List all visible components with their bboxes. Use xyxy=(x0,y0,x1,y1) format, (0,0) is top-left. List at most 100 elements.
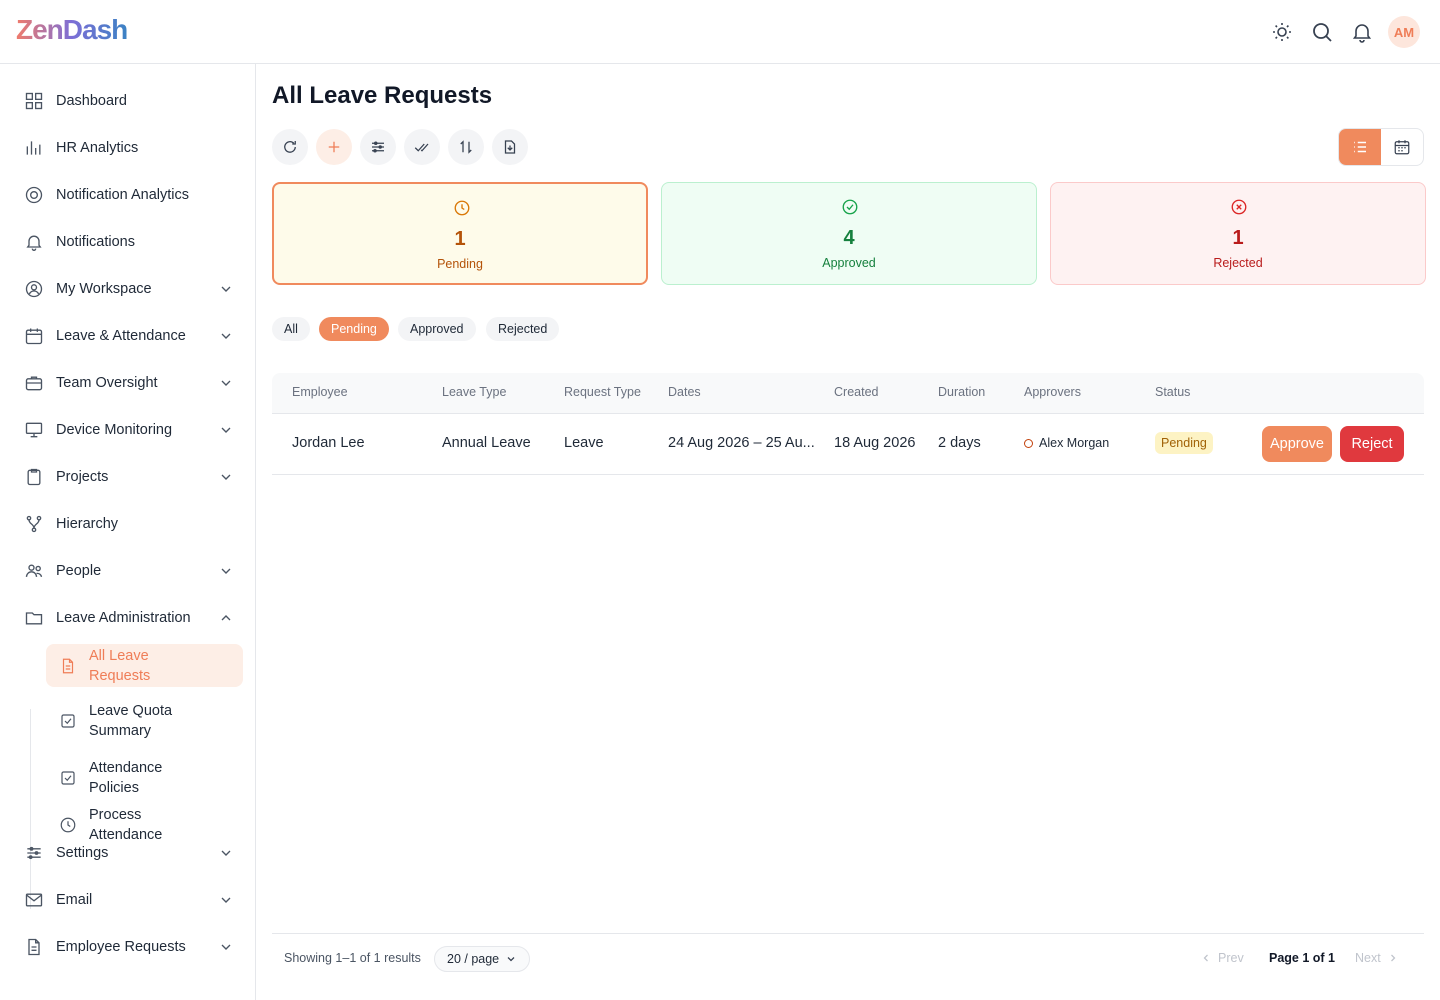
stat-label: Rejected xyxy=(1213,256,1263,270)
sort-button[interactable] xyxy=(448,129,484,165)
chevron xyxy=(221,944,231,950)
avatar[interactable]: AM xyxy=(1388,16,1420,48)
header: ZenDash AM xyxy=(0,0,1440,64)
row-divider xyxy=(272,474,1424,475)
stat-count: 1 xyxy=(1232,227,1244,249)
icon xyxy=(28,938,40,956)
approve-button[interactable]: Approve xyxy=(1262,426,1332,462)
icon xyxy=(25,564,43,578)
stat-label: Pending xyxy=(437,257,483,271)
icon xyxy=(61,714,75,728)
notifications-button[interactable] xyxy=(1350,20,1374,44)
nav-label: Team Oversight xyxy=(56,375,158,391)
stat-count: 4 xyxy=(843,227,855,249)
page-title: All Leave Requests xyxy=(272,82,493,109)
sidebar: Dashboard HR Analytics Notification Analyt… xyxy=(0,64,256,1000)
nav-item[interactable]: Employee Requests xyxy=(24,935,234,959)
nav-item[interactable]: Team Oversight xyxy=(24,371,234,395)
column-header[interactable]: Duration xyxy=(938,385,986,399)
refresh-button[interactable] xyxy=(272,129,308,165)
icon xyxy=(25,612,43,625)
sub-nav-item[interactable]: Process Attendance xyxy=(46,804,243,846)
stat-card[interactable]: 1 Pending xyxy=(272,182,648,285)
sub-nav-item[interactable]: Leave Quota Summary xyxy=(46,692,243,750)
reject-button[interactable]: Reject xyxy=(1340,426,1404,462)
sub-nav-label: Process Attendance xyxy=(89,807,163,843)
chevron xyxy=(221,286,231,292)
column-header[interactable]: Created xyxy=(834,385,879,399)
stat-card[interactable]: 1 Rejected xyxy=(1050,182,1426,285)
nav-item[interactable]: Projects xyxy=(24,465,234,489)
icon xyxy=(25,376,43,391)
column-header[interactable]: Employee xyxy=(292,385,348,399)
search-button[interactable] xyxy=(1310,20,1334,44)
calendar-view[interactable] xyxy=(1381,129,1423,165)
stat-card[interactable]: 4 Approved xyxy=(661,182,1037,285)
stat-count: 1 xyxy=(454,228,466,250)
nav-item[interactable]: Notifications xyxy=(24,230,234,254)
icon xyxy=(26,141,41,155)
nav-item[interactable]: Device Monitoring xyxy=(24,418,234,442)
icon xyxy=(27,846,41,860)
nav-item[interactable]: Leave Administration xyxy=(24,606,234,630)
status-dot xyxy=(1024,438,1033,448)
nav-item[interactable]: Dashboard xyxy=(24,89,234,113)
icon xyxy=(27,468,41,486)
icon xyxy=(414,143,429,152)
icon xyxy=(454,200,470,216)
chevron xyxy=(221,568,231,574)
tree-line xyxy=(30,709,31,909)
theme-toggle[interactable] xyxy=(1270,20,1294,44)
column-header[interactable]: Request Type xyxy=(564,385,641,399)
icon xyxy=(25,92,43,110)
logo[interactable]: ZenDash xyxy=(16,14,128,45)
nav-item[interactable]: People xyxy=(24,559,234,583)
icon xyxy=(26,235,42,251)
nav-item[interactable]: Email xyxy=(24,888,234,912)
nav-item[interactable]: HR Analytics xyxy=(24,136,234,160)
filter-tab[interactable]: Rejected xyxy=(486,317,560,341)
icon xyxy=(62,658,74,673)
filter-tab[interactable]: Approved xyxy=(398,317,476,341)
filter-button[interactable] xyxy=(360,129,396,165)
nav-item[interactable]: My Workspace xyxy=(24,277,234,301)
column-header[interactable]: Dates xyxy=(668,385,701,399)
nav-label: Dashboard xyxy=(56,93,127,109)
table-cell: Leave xyxy=(564,435,604,451)
next-button[interactable]: Next xyxy=(1355,951,1399,965)
nav-item[interactable]: Leave & Attendance xyxy=(24,324,234,348)
nav-label: HR Analytics xyxy=(56,140,139,156)
chevron xyxy=(221,474,231,480)
bulk-approve-button[interactable] xyxy=(404,129,440,165)
sub-nav-label: Leave Quota Summary xyxy=(89,703,173,739)
list-view[interactable] xyxy=(1339,129,1381,165)
sub-nav-item[interactable]: All Leave Requests xyxy=(46,644,243,687)
icon xyxy=(61,771,75,785)
column-header[interactable]: Leave Type xyxy=(442,385,507,399)
export-button[interactable] xyxy=(492,129,528,165)
column-header[interactable]: Approvers xyxy=(1024,385,1081,399)
sub-nav-label: All Leave Requests xyxy=(89,647,151,684)
sub-nav-item[interactable]: Attendance Policies xyxy=(46,757,243,799)
prev-button[interactable]: Prev xyxy=(1192,951,1244,965)
nav-item[interactable]: Hierarchy xyxy=(24,512,234,536)
nav-label: Leave & Attendance xyxy=(56,328,186,344)
nav-item[interactable]: Settings xyxy=(24,841,234,865)
icon xyxy=(1394,140,1410,155)
nav-item[interactable]: Notification Analytics xyxy=(24,183,234,207)
page-size-select[interactable]: 20 / page xyxy=(434,946,531,972)
chevron xyxy=(1203,954,1208,962)
nav-label: Notification Analytics xyxy=(56,187,189,203)
table-header xyxy=(272,373,1424,414)
filter-tab[interactable]: Pending xyxy=(319,317,389,341)
icon xyxy=(25,893,43,907)
nav-label: Employee Requests xyxy=(56,939,186,955)
icon xyxy=(25,422,43,438)
nav-label: People xyxy=(56,563,102,579)
column-header[interactable]: Status xyxy=(1155,385,1191,399)
add-button[interactable] xyxy=(316,129,352,165)
filter-tab[interactable]: All xyxy=(272,317,310,341)
icon xyxy=(60,817,76,833)
page-indicator: Page 1 of 1 xyxy=(1269,951,1335,965)
